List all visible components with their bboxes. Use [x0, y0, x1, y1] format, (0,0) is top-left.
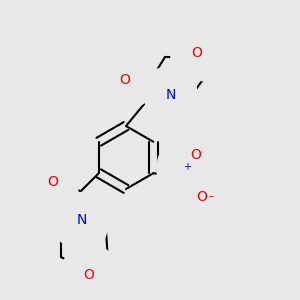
Text: N: N — [178, 166, 188, 180]
Text: O: O — [84, 268, 94, 282]
Text: N: N — [166, 88, 176, 102]
Text: O: O — [191, 46, 202, 60]
Text: O: O — [196, 190, 207, 204]
Text: O: O — [47, 175, 58, 189]
Text: +: + — [183, 162, 191, 172]
Text: N: N — [76, 213, 87, 227]
Text: O: O — [190, 148, 201, 162]
Text: O: O — [120, 73, 130, 86]
Text: -: - — [208, 191, 213, 205]
